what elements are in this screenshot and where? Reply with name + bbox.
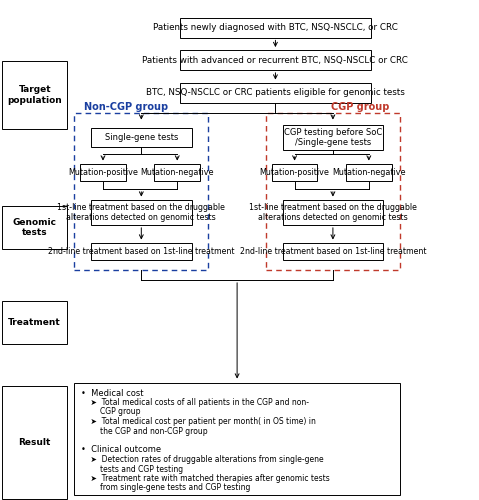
FancyBboxPatch shape	[283, 200, 383, 225]
FancyBboxPatch shape	[91, 243, 192, 260]
Text: from single-gene tests and CGP testing: from single-gene tests and CGP testing	[81, 484, 251, 492]
FancyBboxPatch shape	[2, 386, 67, 499]
Text: CGP group: CGP group	[331, 102, 389, 112]
Text: 1st-line treatment based on the druggable
alterations detected on genomic tests: 1st-line treatment based on the druggabl…	[57, 203, 225, 222]
FancyBboxPatch shape	[180, 50, 371, 70]
Text: 1st-line treatment based on the druggable
alterations detected on genomic tests: 1st-line treatment based on the druggabl…	[249, 203, 417, 222]
Text: Patients with advanced or recurrent BTC, NSQ-NSCLC or CRC: Patients with advanced or recurrent BTC,…	[142, 56, 409, 64]
Text: 2nd-line treatment based on 1st-line treatment: 2nd-line treatment based on 1st-line tre…	[240, 247, 426, 256]
FancyBboxPatch shape	[180, 82, 371, 102]
Text: Mutation-negative: Mutation-negative	[332, 168, 406, 177]
FancyBboxPatch shape	[91, 200, 192, 225]
Text: the CGP and non-CGP group: the CGP and non-CGP group	[81, 426, 208, 436]
Text: Mutation-positive: Mutation-positive	[260, 168, 330, 177]
Text: ➤  Treatment rate with matched therapies after genomic tests: ➤ Treatment rate with matched therapies …	[81, 474, 330, 483]
FancyBboxPatch shape	[2, 206, 67, 248]
Text: Patients newly diagnosed with BTC, NSQ-NSCLC, or CRC: Patients newly diagnosed with BTC, NSQ-N…	[153, 23, 398, 32]
FancyBboxPatch shape	[346, 164, 391, 181]
Text: BTC, NSQ-NSCLC or CRC patients eligible for genomic tests: BTC, NSQ-NSCLC or CRC patients eligible …	[146, 88, 405, 97]
Text: 2nd-line treatment based on 1st-line treatment: 2nd-line treatment based on 1st-line tre…	[48, 247, 235, 256]
Text: •  Medical cost: • Medical cost	[81, 388, 144, 398]
Text: ➤  Total medical costs of all patients in the CGP and non-: ➤ Total medical costs of all patients in…	[81, 398, 309, 407]
Text: ➤  Detection rates of druggable alterations from single-gene: ➤ Detection rates of druggable alteratio…	[81, 455, 324, 464]
Text: tests and CGP testing: tests and CGP testing	[81, 464, 183, 473]
FancyBboxPatch shape	[180, 18, 371, 38]
Text: Single-gene tests: Single-gene tests	[104, 133, 178, 142]
FancyBboxPatch shape	[272, 164, 317, 181]
Text: Mutation-negative: Mutation-negative	[140, 168, 214, 177]
FancyBboxPatch shape	[91, 128, 192, 147]
FancyBboxPatch shape	[80, 164, 125, 181]
FancyBboxPatch shape	[283, 125, 383, 150]
Text: CGP group: CGP group	[81, 408, 141, 416]
Text: Genomic
tests: Genomic tests	[13, 218, 57, 237]
Text: Mutation-positive: Mutation-positive	[68, 168, 138, 177]
Text: •  Clinical outcome: • Clinical outcome	[81, 446, 161, 454]
FancyBboxPatch shape	[154, 164, 200, 181]
Text: Non-CGP group: Non-CGP group	[84, 102, 168, 112]
FancyBboxPatch shape	[74, 382, 400, 495]
Text: Target
population: Target population	[7, 86, 62, 104]
Text: CGP testing before SoC
/Single-gene tests: CGP testing before SoC /Single-gene test…	[284, 128, 382, 147]
FancyBboxPatch shape	[2, 61, 67, 128]
Text: Result: Result	[19, 438, 51, 447]
FancyBboxPatch shape	[283, 243, 383, 260]
Text: ➤  Total medical cost per patient per month( in OS time) in: ➤ Total medical cost per patient per mon…	[81, 417, 316, 426]
Text: Treatment: Treatment	[8, 318, 61, 327]
FancyBboxPatch shape	[2, 301, 67, 344]
